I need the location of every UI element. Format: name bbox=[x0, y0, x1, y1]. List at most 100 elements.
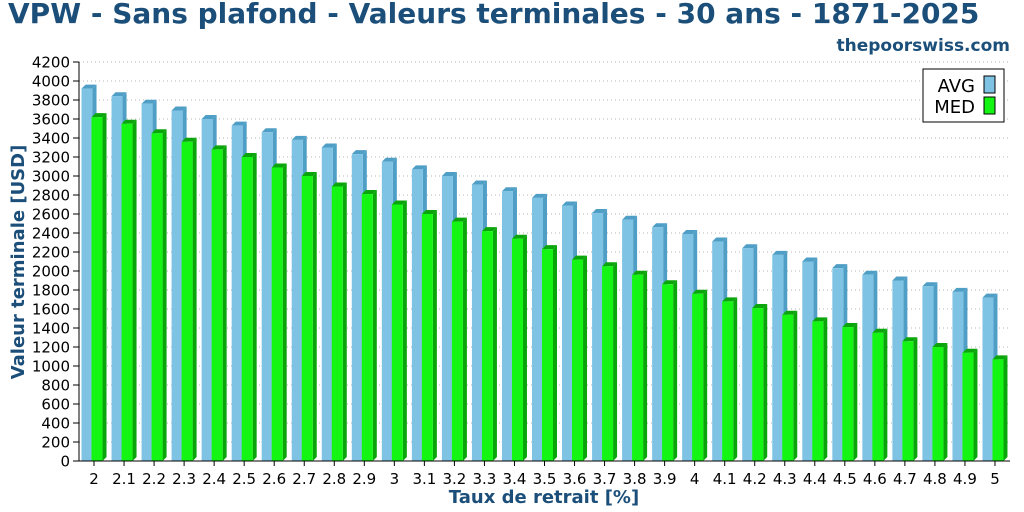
bar-top-avg bbox=[562, 201, 578, 206]
bar-med bbox=[692, 293, 704, 461]
bar-med bbox=[992, 359, 1004, 461]
bar-avg bbox=[772, 254, 784, 461]
x-tick-label: 3.1 bbox=[412, 470, 436, 488]
legend: AVG MED bbox=[922, 68, 1005, 123]
bar-side-med bbox=[432, 210, 437, 461]
bar-med bbox=[91, 117, 103, 461]
bar-med bbox=[632, 274, 644, 461]
bar-side-med bbox=[553, 245, 557, 461]
y-tick-label: 600 bbox=[41, 396, 70, 414]
x-tick-label: 4.4 bbox=[803, 470, 827, 488]
y-tick-label: 1400 bbox=[32, 320, 70, 338]
bar-top-avg bbox=[742, 244, 758, 249]
chart-subtitle: thepoorswiss.com bbox=[836, 36, 1011, 56]
bar-side-med bbox=[793, 310, 798, 461]
bar-top-med bbox=[421, 210, 437, 214]
x-tick-label: 2.6 bbox=[262, 470, 286, 488]
y-tick-label: 400 bbox=[41, 415, 70, 433]
bar-side-med bbox=[913, 337, 918, 461]
bar-avg bbox=[291, 139, 303, 461]
x-tick-label: 2.1 bbox=[112, 470, 136, 488]
bar-top-med bbox=[181, 137, 197, 142]
bar-top-med bbox=[121, 119, 137, 124]
bar-avg bbox=[532, 197, 543, 461]
bar-side-med bbox=[132, 119, 137, 461]
x-tick-label: 4.6 bbox=[863, 470, 887, 488]
bar-side-med bbox=[282, 163, 287, 461]
bar-top-med bbox=[812, 317, 828, 322]
bar-side-med bbox=[252, 153, 257, 461]
bar-side-med bbox=[462, 217, 467, 461]
y-tick-label: 0 bbox=[60, 453, 70, 471]
bar-avg bbox=[952, 291, 964, 461]
bar-top-med bbox=[301, 172, 317, 176]
bar-side-med bbox=[1003, 355, 1008, 461]
y-tick-label: 2400 bbox=[32, 225, 70, 243]
bar-med bbox=[481, 231, 493, 461]
bar-avg bbox=[111, 96, 123, 461]
bar-top-med bbox=[331, 182, 347, 187]
x-tick-label: 2.3 bbox=[172, 470, 196, 488]
bar-avg bbox=[592, 213, 604, 461]
bar-avg bbox=[261, 132, 273, 462]
bar-side-med bbox=[342, 182, 347, 461]
bar-top-med bbox=[91, 113, 107, 118]
x-tick-label: 2.8 bbox=[322, 470, 346, 488]
bar-top-avg bbox=[892, 276, 908, 281]
bar-top-med bbox=[782, 310, 798, 315]
bar-top-avg bbox=[471, 180, 487, 185]
bar-med bbox=[902, 341, 914, 461]
bar-side-med bbox=[492, 227, 497, 461]
y-tick-label: 1600 bbox=[32, 301, 70, 319]
x-tick-label: 2.4 bbox=[202, 470, 226, 488]
bar-side-med bbox=[162, 129, 167, 461]
bar-top-avg bbox=[952, 287, 968, 292]
y-tick-label: 2800 bbox=[32, 187, 70, 205]
y-tick-label: 1200 bbox=[32, 339, 70, 357]
bar-top-avg bbox=[201, 115, 217, 119]
axes bbox=[73, 61, 1010, 466]
bar-avg bbox=[742, 248, 754, 461]
bar-med bbox=[842, 327, 854, 461]
bar-top-avg bbox=[982, 293, 998, 298]
y-tick-label: 2200 bbox=[32, 244, 70, 262]
x-tick-label: 3.8 bbox=[623, 470, 647, 488]
x-tick-label: 4.2 bbox=[743, 470, 767, 488]
bar-top-med bbox=[842, 323, 858, 328]
bar-top-med bbox=[361, 190, 377, 195]
bar-side-med bbox=[222, 145, 227, 461]
y-tick-label: 3000 bbox=[32, 168, 70, 186]
x-tick-label: 3.3 bbox=[473, 470, 497, 488]
bar-med bbox=[211, 149, 223, 461]
y-tick-label: 4200 bbox=[32, 54, 70, 72]
bar-avg bbox=[501, 191, 513, 461]
bar-med bbox=[782, 314, 794, 461]
bar-med bbox=[662, 284, 674, 461]
bar-top-avg bbox=[802, 257, 818, 262]
bar-top-avg bbox=[321, 143, 337, 148]
bar-med bbox=[932, 347, 944, 461]
bar-avg bbox=[81, 88, 93, 461]
bar-top-avg bbox=[111, 92, 127, 97]
bar-top-avg bbox=[141, 99, 157, 104]
bar-med bbox=[752, 308, 764, 461]
y-tick-label: 2600 bbox=[32, 206, 70, 224]
bar-side-med bbox=[703, 289, 708, 461]
bar-side-med bbox=[312, 172, 317, 461]
x-tick-label: 4.5 bbox=[833, 470, 857, 488]
bar-med bbox=[241, 157, 253, 461]
bar-med bbox=[121, 123, 133, 461]
bar-med bbox=[421, 214, 433, 461]
chart-title: VPW - Sans plafond - Valeurs terminales … bbox=[8, 0, 980, 30]
bar-med bbox=[602, 266, 614, 461]
bars bbox=[81, 84, 1008, 462]
legend-swatch-avg bbox=[983, 75, 996, 94]
x-tick-label: 4.9 bbox=[953, 470, 977, 488]
bar-top-med bbox=[962, 348, 978, 353]
bar-side-med bbox=[883, 328, 888, 461]
bar-avg bbox=[201, 119, 213, 461]
y-tick-labels: 0200400600800100012001400160018002000220… bbox=[32, 54, 70, 471]
bar-avg bbox=[171, 110, 183, 461]
bar-side-med bbox=[402, 200, 407, 461]
x-tick-label: 4.3 bbox=[773, 470, 797, 488]
